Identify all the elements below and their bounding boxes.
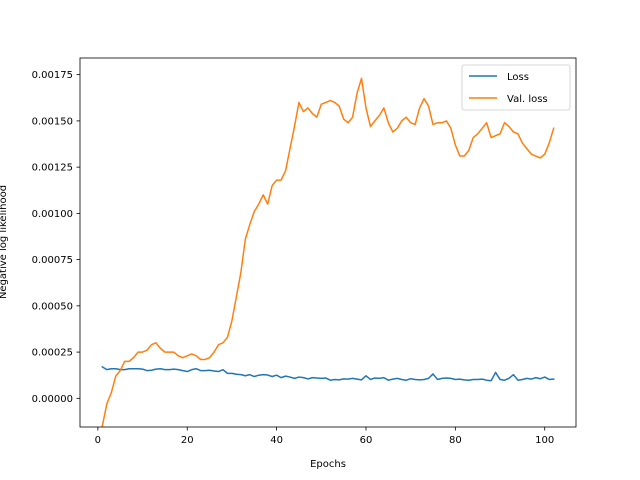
y-tick-label: 0.00150 (32, 116, 73, 127)
legend-label-val-loss: Val. loss (507, 94, 548, 105)
y-tick-label: 0.00000 (32, 394, 73, 405)
y-tick-label: 0.00125 (32, 163, 73, 174)
x-tick-label: 80 (449, 435, 462, 446)
y-axis-label: Negative log likelihood (0, 185, 9, 299)
x-axis-label: Epochs (310, 459, 346, 470)
series-layer (101, 77, 555, 427)
y-tick-label: 0.00050 (32, 301, 73, 312)
y-tick-label: 0.00100 (32, 209, 73, 220)
y-axis: 0.00000 0.00025 0.00050 0.00075 0.00100 0.001… (32, 70, 80, 405)
x-tick-label: 20 (181, 435, 194, 446)
series-line-val-loss (101, 77, 555, 427)
plot-area (80, 58, 576, 427)
series-line-loss (101, 365, 555, 382)
legend-label-loss: Loss (507, 72, 529, 83)
x-axis: 0 20 40 60 80 100 (95, 427, 554, 446)
plot-frame (79, 57, 577, 428)
y-tick-label: 0.00025 (32, 348, 73, 359)
x-tick-label: 60 (360, 435, 373, 446)
x-tick-label: 0 (95, 435, 101, 446)
x-tick-label: 40 (270, 435, 283, 446)
y-tick-label: 0.00075 (32, 255, 73, 266)
y-tick-label: 0.00175 (32, 70, 73, 81)
x-tick-label: 100 (535, 435, 554, 446)
legend: Loss Val. loss (461, 64, 571, 111)
